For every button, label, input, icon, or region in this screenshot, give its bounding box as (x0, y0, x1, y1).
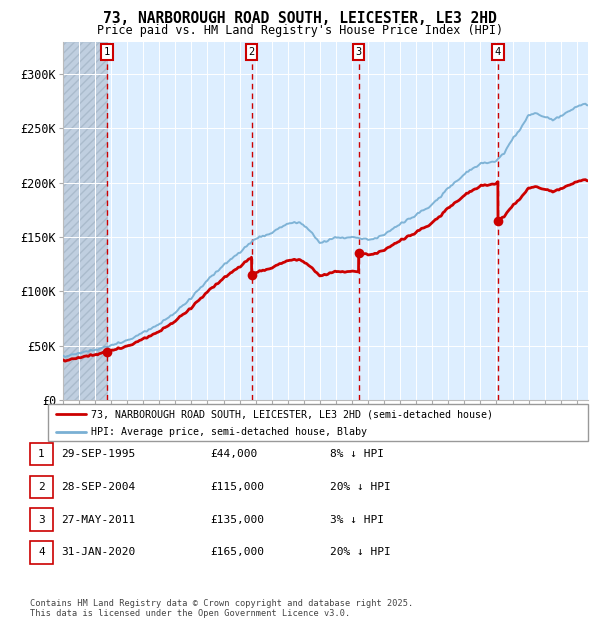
Text: 20% ↓ HPI: 20% ↓ HPI (330, 547, 391, 557)
Text: HPI: Average price, semi-detached house, Blaby: HPI: Average price, semi-detached house,… (91, 427, 367, 437)
Text: 2: 2 (38, 482, 45, 492)
Text: Contains HM Land Registry data © Crown copyright and database right 2025.
This d: Contains HM Land Registry data © Crown c… (30, 599, 413, 618)
Text: Price paid vs. HM Land Registry's House Price Index (HPI): Price paid vs. HM Land Registry's House … (97, 24, 503, 37)
Text: 4: 4 (494, 47, 501, 57)
FancyBboxPatch shape (48, 404, 588, 441)
Text: 1: 1 (38, 449, 45, 459)
Text: £165,000: £165,000 (210, 547, 264, 557)
Text: 28-SEP-2004: 28-SEP-2004 (61, 482, 136, 492)
Text: £44,000: £44,000 (210, 449, 257, 459)
Text: 4: 4 (38, 547, 45, 557)
Text: 31-JAN-2020: 31-JAN-2020 (61, 547, 136, 557)
Text: 3% ↓ HPI: 3% ↓ HPI (330, 515, 384, 525)
Text: £115,000: £115,000 (210, 482, 264, 492)
Text: 29-SEP-1995: 29-SEP-1995 (61, 449, 136, 459)
Text: 8% ↓ HPI: 8% ↓ HPI (330, 449, 384, 459)
Text: £135,000: £135,000 (210, 515, 264, 525)
Text: 2: 2 (248, 47, 255, 57)
Bar (63, 42, 107, 400)
Text: 20% ↓ HPI: 20% ↓ HPI (330, 482, 391, 492)
Text: 27-MAY-2011: 27-MAY-2011 (61, 515, 136, 525)
Text: 1: 1 (104, 47, 110, 57)
Text: 3: 3 (355, 47, 362, 57)
Text: 73, NARBOROUGH ROAD SOUTH, LEICESTER, LE3 2HD (semi-detached house): 73, NARBOROUGH ROAD SOUTH, LEICESTER, LE… (91, 409, 493, 419)
Text: 73, NARBOROUGH ROAD SOUTH, LEICESTER, LE3 2HD: 73, NARBOROUGH ROAD SOUTH, LEICESTER, LE… (103, 11, 497, 26)
Text: 3: 3 (38, 515, 45, 525)
